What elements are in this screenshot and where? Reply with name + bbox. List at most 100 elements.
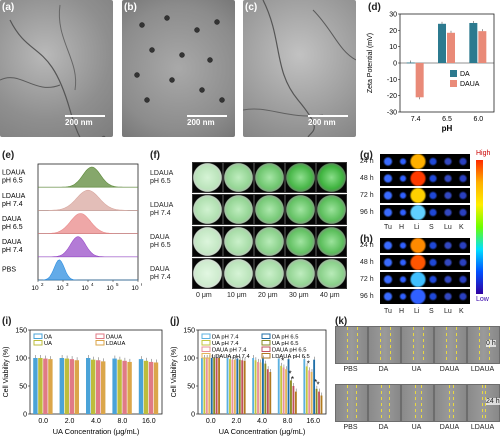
bar-s1-c4 xyxy=(143,360,149,414)
spheroid-z-stack: LDAUA pH 6.5 LDAUA pH 7.4 DAUA pH 6.5 DAUA pH 7… xyxy=(150,150,355,305)
y-tick-label: 100 xyxy=(183,356,195,363)
scale-bar-c: 200 nm xyxy=(308,115,348,127)
histogram-3 xyxy=(38,236,138,258)
ivis-organ-strip xyxy=(380,154,470,169)
ivis-organ-strip xyxy=(380,188,470,203)
cell-viability-chart-j: 0 50 100 150 0.0 2.0 4.0 8.0 16.0UA Concentratio… xyxy=(171,328,327,436)
spheroid-image xyxy=(316,258,347,289)
y-tick-label: -30 xyxy=(387,110,397,117)
bar-da-2 xyxy=(469,22,478,63)
x-tick-label: 10 xyxy=(31,285,39,292)
ivis-organ-label: K xyxy=(459,308,464,315)
bar-s2-c3 xyxy=(122,360,127,414)
legend-swatch xyxy=(95,333,105,339)
bar-s0-c3 xyxy=(277,358,280,414)
bar-s4-c3 xyxy=(287,359,290,414)
depth-label: 20 μm xyxy=(258,292,278,299)
wound-time-label: 24 h xyxy=(486,398,500,405)
legend-label: LDAUA pH 6.5 xyxy=(272,354,310,360)
wound-group-label: UA xyxy=(411,424,422,431)
wound-healing-grid: 0 h PBS DA UA DAUA LDAUA 24 h PBS DA UA DAUA LDAUA xyxy=(335,316,500,447)
tem-image-a: 200 nm xyxy=(0,0,113,137)
spheroid-image xyxy=(285,194,316,225)
spheroid-image xyxy=(316,162,347,193)
panel-label-i: (i) xyxy=(2,316,12,327)
scale-bar-b: 200 nm xyxy=(187,115,227,127)
y-tick-label: 50 xyxy=(19,384,27,391)
bar-s3-c0 xyxy=(48,359,53,414)
ivis-panel-h: 24 h 48 h 72 h 96 h Tu H Li S Lu K xyxy=(360,234,472,315)
spheroid-row-label: LDAUA pH 7.4 xyxy=(150,202,173,218)
bar-s7-c4 xyxy=(320,395,323,414)
spheroid-row-label: DAUA pH 7.4 xyxy=(150,266,171,282)
x-tick-label: 0.0 xyxy=(206,418,216,425)
bar-daua-2 xyxy=(478,31,487,63)
ivis-organ-label: S xyxy=(429,224,434,231)
bar-s5-c0 xyxy=(213,358,216,414)
legend-label: DA xyxy=(460,71,470,78)
bar-s6-c1 xyxy=(241,360,244,414)
spheroid-image xyxy=(192,194,223,225)
spheroid-image xyxy=(316,194,347,225)
row-label: pH 6.5 xyxy=(2,178,23,185)
y-tick-label: 150 xyxy=(183,328,195,335)
depth-label: 0 μm xyxy=(196,292,212,299)
row-label: LDAUA xyxy=(2,170,26,177)
tem-particles-b xyxy=(134,15,225,103)
spheroid-row-label-line: pH 7.4 xyxy=(150,210,171,217)
x-tick-label: 10 xyxy=(131,285,139,292)
bar-s2-c0 xyxy=(43,358,48,414)
bar-s0-c2 xyxy=(86,358,91,414)
wound-time-label: 0 h xyxy=(486,340,496,347)
x-tick-label: 10 xyxy=(106,285,114,292)
ivis-organ-strip xyxy=(380,272,470,287)
ivis-time-label: 72 h xyxy=(360,192,374,199)
wound-group-label: DAUA xyxy=(439,366,460,373)
depth-label: 10 μm xyxy=(227,292,247,299)
ivis-organ-label: H xyxy=(399,224,405,231)
legend-label: UA pH 7.4 xyxy=(212,341,239,347)
significance-mark: * xyxy=(288,369,291,378)
ivis-organ-label: Li xyxy=(414,224,420,231)
legend-label: DAUA pH 6.5 xyxy=(272,348,306,354)
bar-s2-c0 xyxy=(205,358,208,414)
legend-swatch xyxy=(201,333,211,339)
bar-s2-c2 xyxy=(96,360,101,414)
bar-s3-c3 xyxy=(127,361,132,414)
legend-swatch xyxy=(33,333,43,339)
x-axis-label: UA Concentration (μg/mL) xyxy=(219,427,306,436)
wound-image xyxy=(434,384,467,422)
x-tick-label: 10 xyxy=(81,285,89,292)
row-label: pH 7.4 xyxy=(2,201,23,208)
wound-image xyxy=(434,326,467,364)
spheroid-row-label-line: pH 6.5 xyxy=(150,178,171,185)
ivis-organ-label: K xyxy=(459,224,464,231)
spheroid-row-label: LDAUA pH 6.5 xyxy=(150,170,173,186)
legend-label: DA pH 6.5 xyxy=(272,335,298,341)
legend-swatch xyxy=(261,333,271,339)
spheroid-image xyxy=(254,258,285,289)
wound-group-label: PBS xyxy=(343,366,358,373)
spheroid-image xyxy=(192,162,223,193)
x-tick-exponent: 2 xyxy=(41,282,44,287)
ivis-scale-high: High xyxy=(476,150,491,157)
ivis-organ-strip xyxy=(380,289,470,304)
ivis-organ-label: H xyxy=(399,308,405,315)
bar-s0-c1 xyxy=(59,358,64,414)
panel-label-d: (d) xyxy=(368,2,381,13)
histogram-1 xyxy=(38,189,138,211)
panel-label-c: (c) xyxy=(245,2,258,13)
ivis-organ-label: S xyxy=(429,308,434,315)
bar-s3-c4 xyxy=(153,362,159,414)
tem-fibers-a xyxy=(0,4,106,137)
panel-label-f: (f) xyxy=(150,150,160,161)
spheroid-image xyxy=(223,194,254,225)
cell-viability-chart-i: 0 50 100 150 0.0 2.0 4.0 8.0 16.0UA Concentratio… xyxy=(3,328,163,436)
bar-s2-c2 xyxy=(257,361,259,414)
y-tick-label: 100 xyxy=(15,356,27,363)
ivis-time-label: 48 h xyxy=(360,259,374,266)
wound-group-label: DA xyxy=(378,424,389,431)
y-axis-label: Cell Viability (%) xyxy=(171,347,178,398)
row-label: PBS xyxy=(2,266,16,273)
legend-swatch xyxy=(201,353,211,359)
